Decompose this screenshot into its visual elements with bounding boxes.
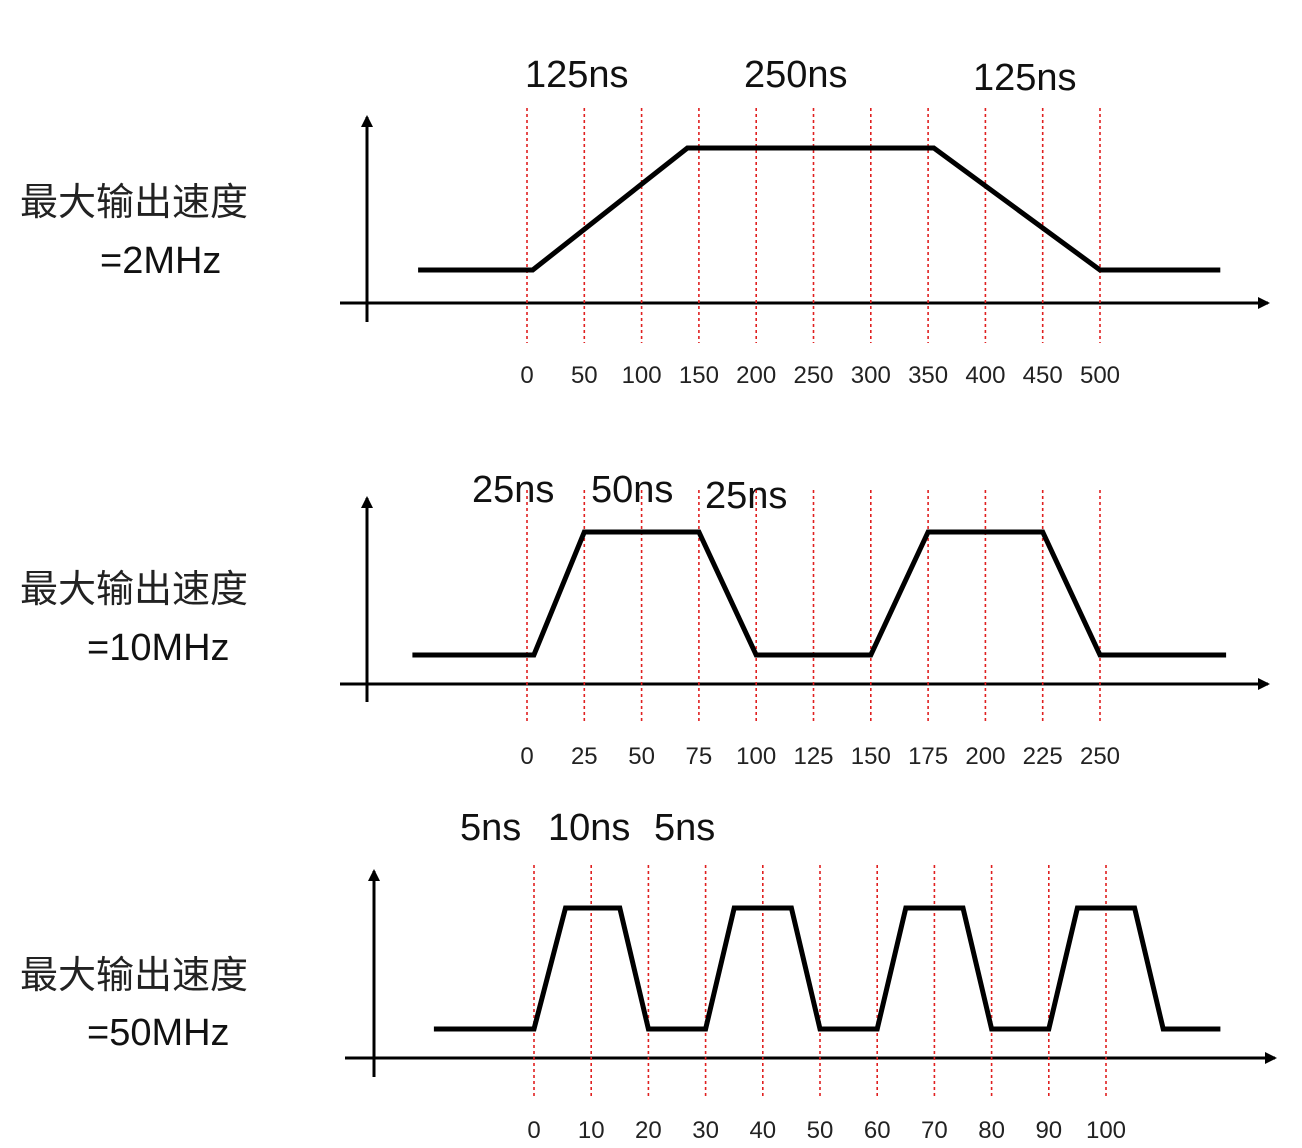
segment-label-fall: 25ns bbox=[705, 475, 787, 517]
segment-label-high: 250ns bbox=[744, 54, 848, 96]
tick-label: 100 bbox=[736, 743, 776, 770]
tick-label: 20 bbox=[635, 1117, 662, 1144]
panel-10mhz: 最大输出速度 =10MHz 25ns 50ns 25ns 0 25 50 75 100 1… bbox=[20, 469, 1268, 770]
tick-label: 400 bbox=[965, 362, 1005, 389]
tick-label: 200 bbox=[965, 743, 1005, 770]
segment-label-rise: 125ns bbox=[525, 54, 629, 96]
tick-label: 0 bbox=[520, 362, 533, 389]
segment-label-rise: 5ns bbox=[460, 807, 521, 849]
tick-label: 300 bbox=[851, 362, 891, 389]
tick-label: 450 bbox=[1023, 362, 1063, 389]
segment-label-rise: 25ns bbox=[472, 469, 554, 511]
tick-label: 250 bbox=[793, 362, 833, 389]
tick-label: 90 bbox=[1035, 1117, 1062, 1144]
tick-label: 350 bbox=[908, 362, 948, 389]
panel-label: 最大输出速度 bbox=[20, 953, 248, 997]
tick-label: 60 bbox=[864, 1117, 891, 1144]
panel-2mhz: 最大输出速度 =2MHz 125ns 250ns 125ns 0 50 100 150… bbox=[20, 54, 1268, 389]
panel-frequency: =10MHz bbox=[87, 627, 230, 669]
panel-50mhz: 最大输出速度 =50MHz 5ns 10ns 5ns 0 10 20 30 40 50 60… bbox=[20, 807, 1275, 1144]
tick-label: 500 bbox=[1080, 362, 1120, 389]
tick-label: 10 bbox=[578, 1117, 605, 1144]
segment-label-high: 50ns bbox=[591, 469, 673, 511]
tick-label: 150 bbox=[851, 743, 891, 770]
waveform-2mhz bbox=[418, 148, 1220, 270]
waveform-50mhz bbox=[434, 908, 1221, 1029]
tick-label: 70 bbox=[921, 1117, 948, 1144]
tick-label: 30 bbox=[692, 1117, 719, 1144]
tick-label: 75 bbox=[686, 743, 713, 770]
tick-label: 200 bbox=[736, 362, 776, 389]
tick-label: 125 bbox=[793, 743, 833, 770]
panel-label: 最大输出速度 bbox=[20, 180, 248, 224]
tick-label: 50 bbox=[807, 1117, 834, 1144]
segment-label-fall: 125ns bbox=[973, 57, 1077, 99]
tick-label: 40 bbox=[749, 1117, 776, 1144]
tick-label: 0 bbox=[527, 1117, 540, 1144]
tick-label: 50 bbox=[628, 743, 655, 770]
panel-label: 最大输出速度 bbox=[20, 567, 248, 611]
tick-label: 0 bbox=[520, 743, 533, 770]
tick-label: 175 bbox=[908, 743, 948, 770]
waveform-10mhz bbox=[412, 532, 1226, 655]
tick-label: 80 bbox=[978, 1117, 1005, 1144]
segment-label-fall: 5ns bbox=[654, 807, 715, 849]
tick-label: 100 bbox=[622, 362, 662, 389]
panel-frequency: =50MHz bbox=[87, 1012, 230, 1054]
tick-label: 250 bbox=[1080, 743, 1120, 770]
tick-label: 25 bbox=[571, 743, 598, 770]
tick-label: 50 bbox=[571, 362, 598, 389]
tick-label: 150 bbox=[679, 362, 719, 389]
segment-label-high: 10ns bbox=[548, 807, 630, 849]
panel-frequency: =2MHz bbox=[100, 240, 221, 282]
tick-label: 225 bbox=[1023, 743, 1063, 770]
tick-label: 100 bbox=[1086, 1117, 1126, 1144]
